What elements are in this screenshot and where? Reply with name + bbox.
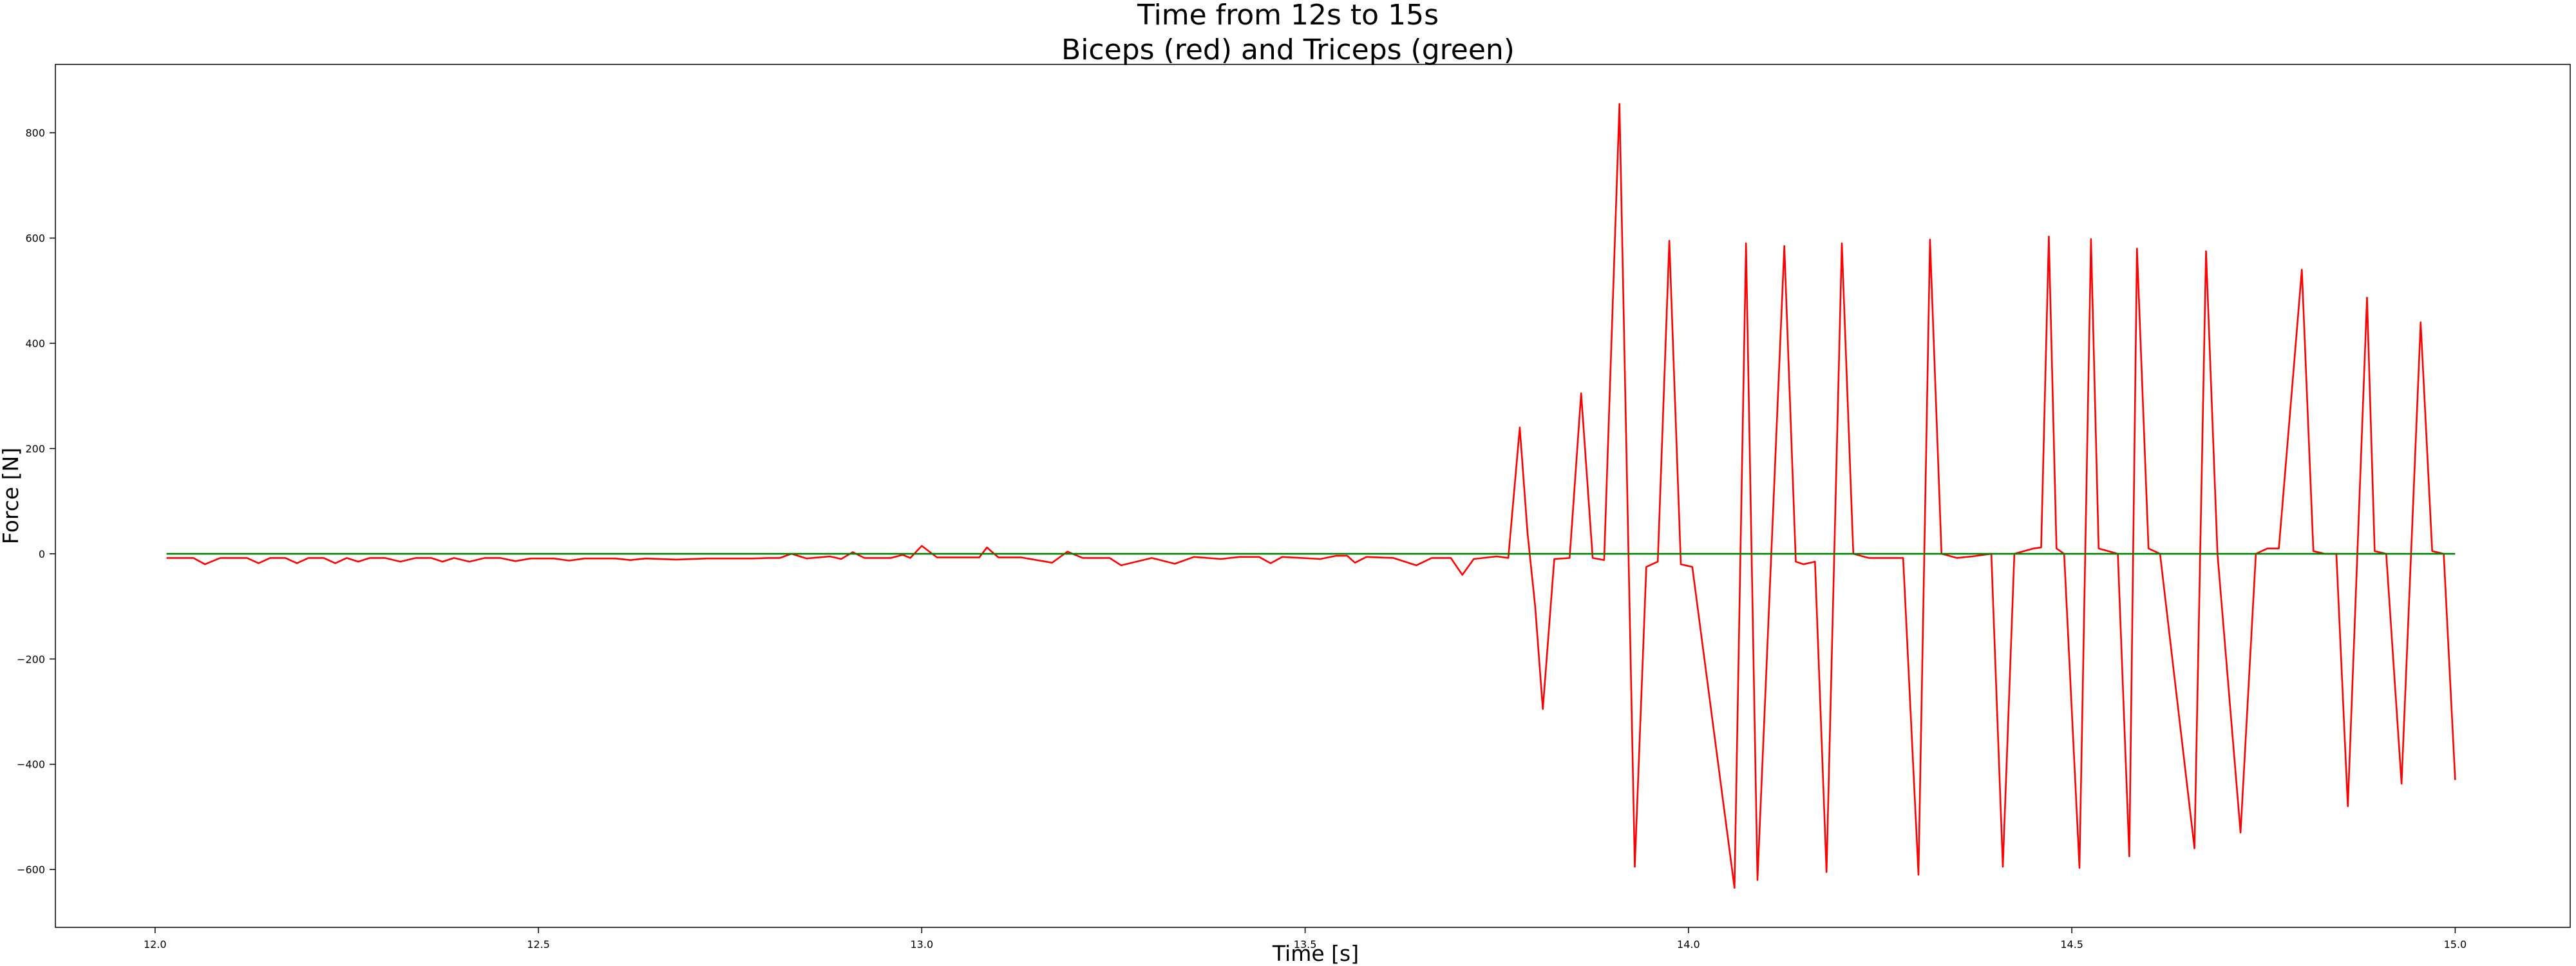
y-tick-label: −600: [17, 864, 45, 876]
x-tick-label: 12.0: [144, 938, 167, 951]
x-tick-label: 13.5: [1294, 938, 1317, 951]
plot-area-frame: [55, 64, 2571, 928]
x-tick-label: 12.5: [527, 938, 550, 951]
y-tick-label: 400: [25, 337, 45, 350]
y-tick-label: −200: [17, 653, 45, 665]
y-tick-label: 800: [25, 127, 45, 139]
x-axis-ticks: 12.0 12.5 13.0 13.5 14.0 14.5 15.0: [144, 927, 2467, 951]
x-tick-label: 14.0: [1677, 938, 1700, 951]
plot-layer: [166, 103, 2456, 889]
chart-subtitle: Biceps (red) and Triceps (green): [1061, 33, 1515, 66]
x-axis-label: Time [s]: [1272, 941, 1359, 966]
x-tick-label: 15.0: [2444, 938, 2467, 951]
y-tick-label: 0: [39, 548, 45, 560]
x-tick-label: 13.0: [911, 938, 934, 951]
y-axis-ticks: −600 −400 −200 0 200 400 600 800: [17, 127, 55, 876]
y-tick-label: −400: [17, 759, 45, 771]
x-tick-label: 14.5: [2060, 938, 2083, 951]
y-tick-label: 200: [25, 442, 45, 455]
y-tick-label: 600: [25, 232, 45, 245]
chart-title: Time from 12s to 15s: [1137, 0, 1439, 32]
series-line-0: [166, 103, 2456, 889]
y-axis-label: Force [N]: [0, 448, 23, 544]
